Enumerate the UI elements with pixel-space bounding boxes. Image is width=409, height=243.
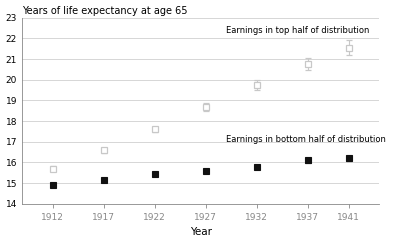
Text: Years of life expectancy at age 65: Years of life expectancy at age 65 — [22, 6, 187, 16]
X-axis label: Year: Year — [190, 227, 212, 237]
Text: Earnings in bottom half of distribution: Earnings in bottom half of distribution — [226, 135, 386, 144]
Text: Earnings in top half of distribution: Earnings in top half of distribution — [226, 26, 370, 35]
